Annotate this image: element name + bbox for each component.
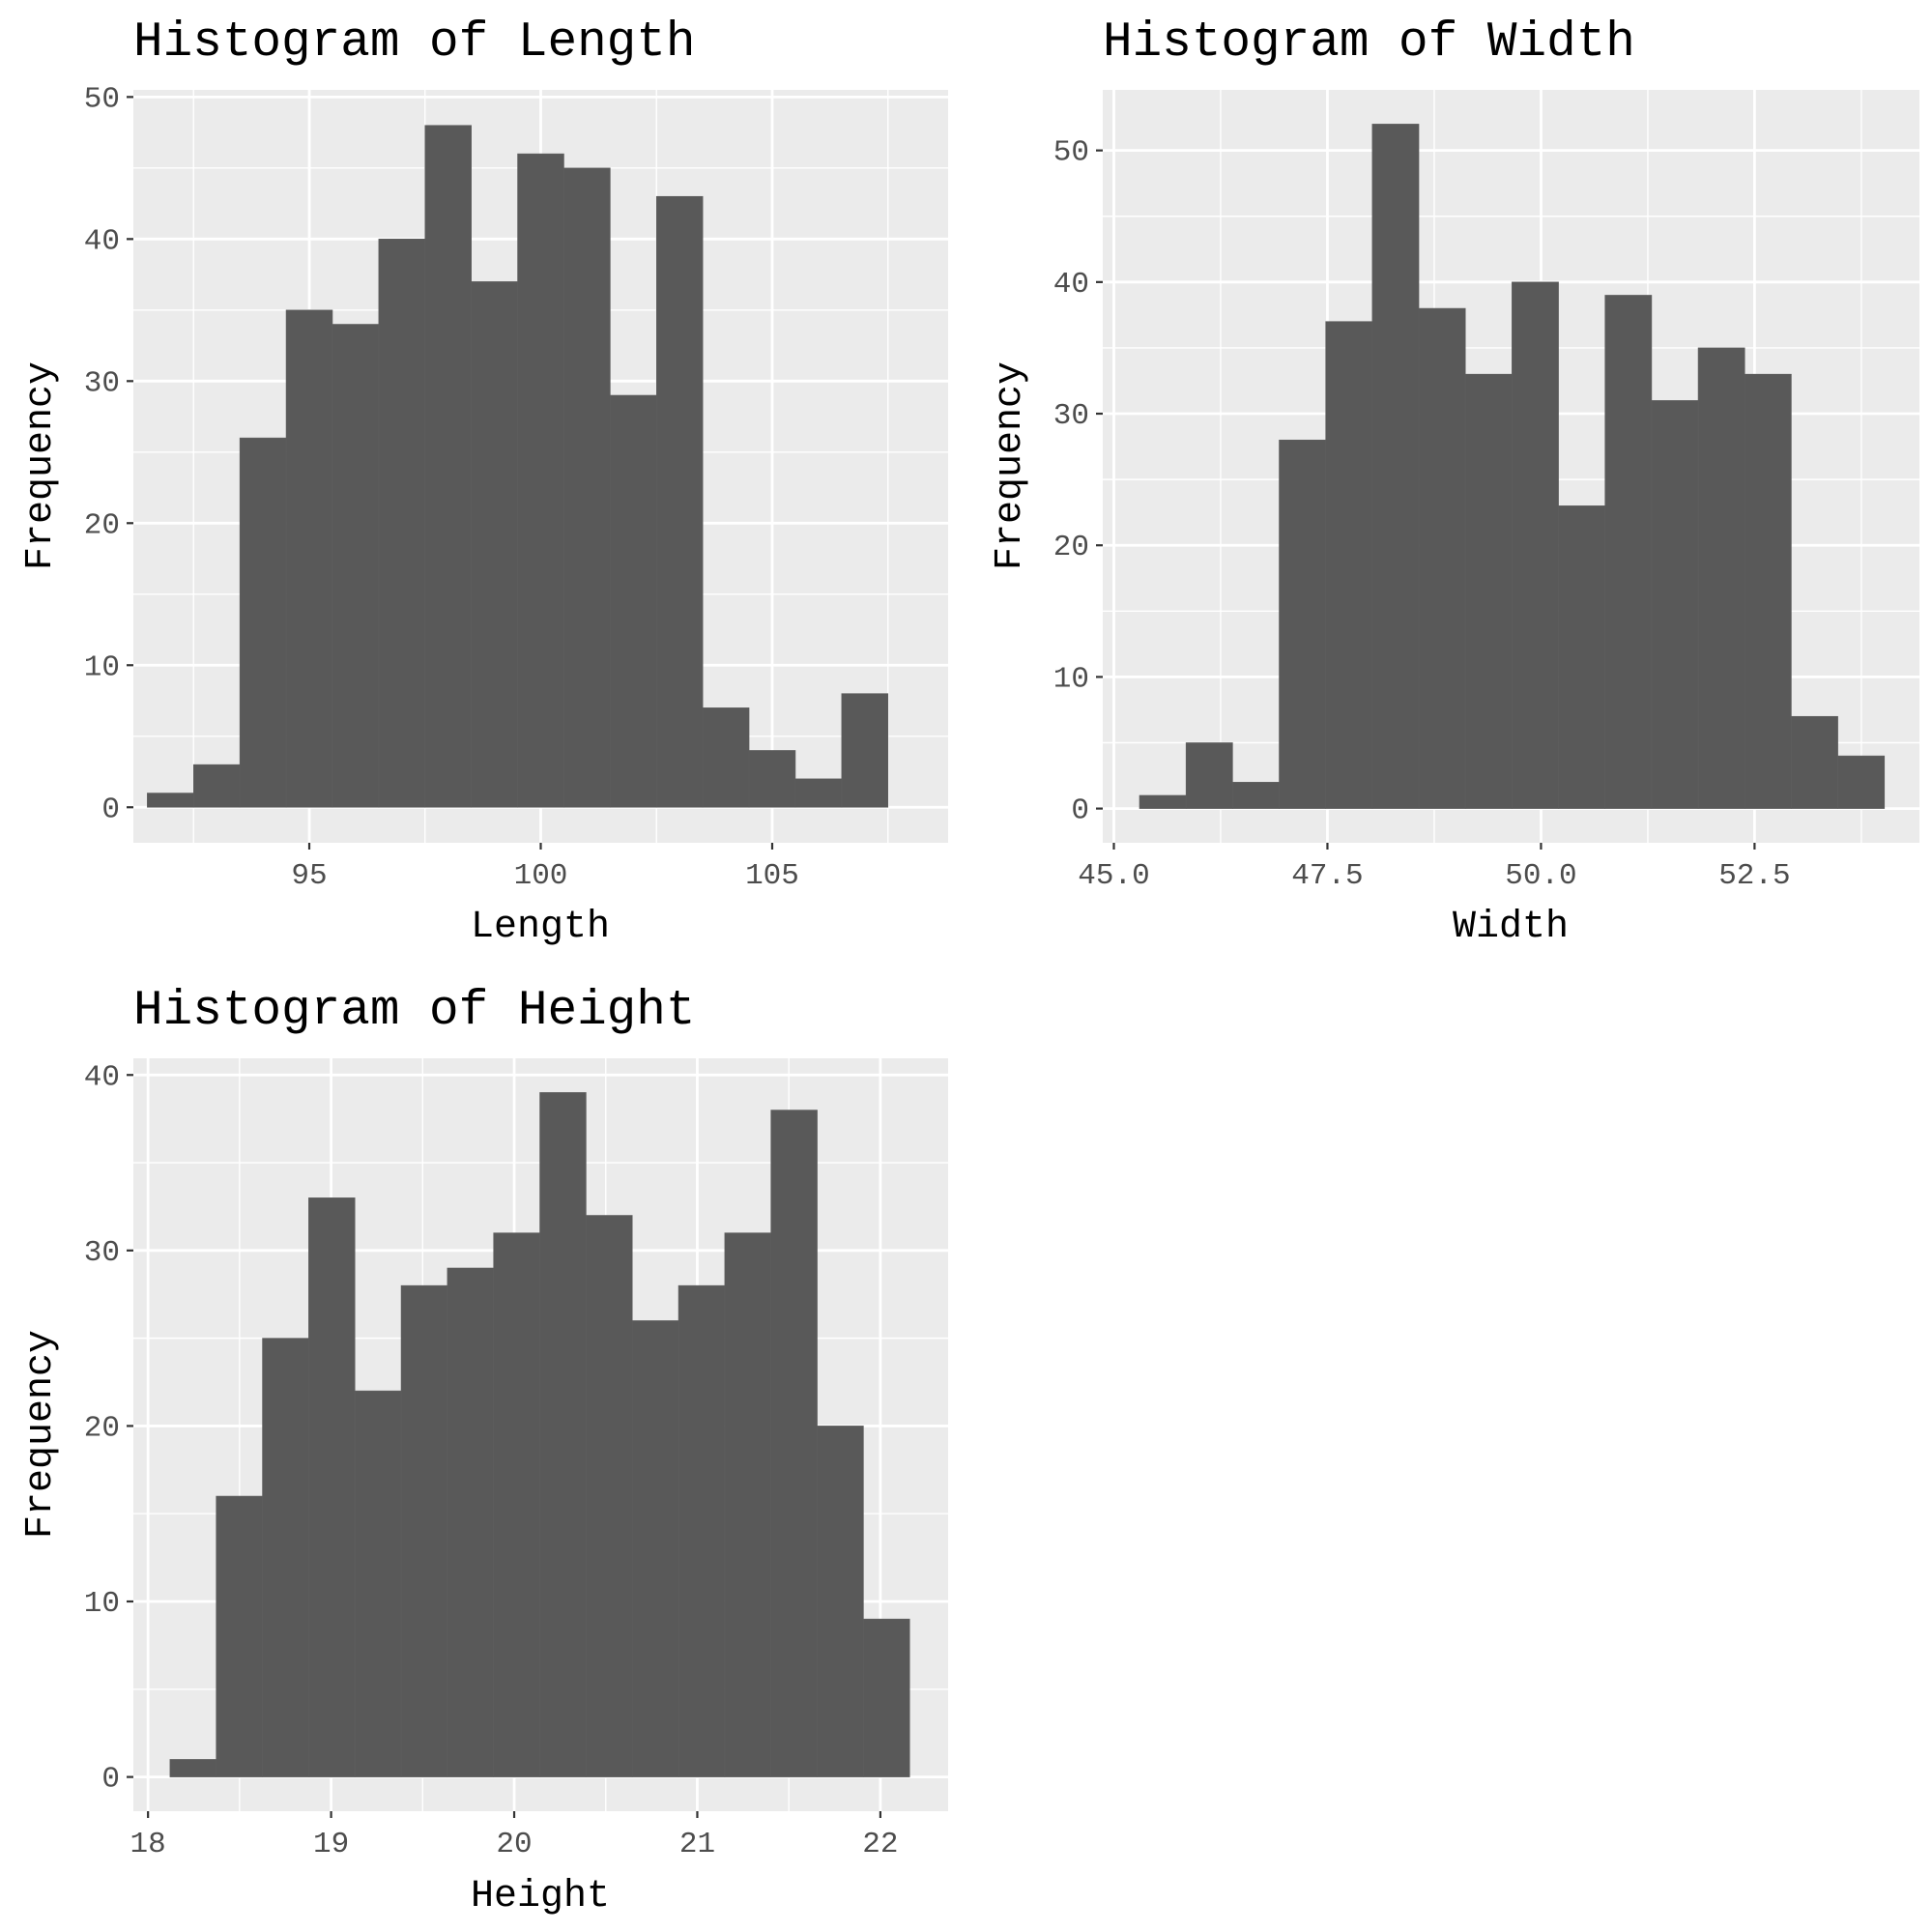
height-bar bbox=[770, 1110, 818, 1777]
width-x-tick-label: 47.5 bbox=[1291, 859, 1363, 893]
length-bars bbox=[147, 125, 889, 808]
height-x-axis-title: Height bbox=[471, 1875, 610, 1918]
length-chart-title: Histogram of Length bbox=[133, 15, 696, 71]
width-bar bbox=[1791, 715, 1838, 809]
length-x-tick-label: 100 bbox=[514, 859, 568, 893]
height-y-tick-label: 30 bbox=[84, 1236, 120, 1270]
height-bar bbox=[169, 1759, 217, 1777]
height-bar bbox=[354, 1390, 402, 1777]
height-bar bbox=[308, 1197, 356, 1777]
width-bar bbox=[1371, 124, 1420, 809]
width-bar bbox=[1232, 782, 1280, 809]
width-y-tick-label: 10 bbox=[1053, 662, 1089, 696]
height-y-tick-label: 20 bbox=[84, 1411, 120, 1445]
length-bar bbox=[332, 324, 380, 808]
width-bar bbox=[1418, 307, 1466, 809]
width-bar bbox=[1325, 321, 1373, 809]
height-bar bbox=[678, 1284, 726, 1777]
length-bar bbox=[748, 750, 796, 808]
width-chart-title: Histogram of Width bbox=[1103, 15, 1635, 71]
width-y-tick-label: 20 bbox=[1053, 531, 1089, 564]
length-bar bbox=[192, 764, 241, 808]
height-bar bbox=[262, 1338, 309, 1777]
height-bars bbox=[169, 1092, 910, 1777]
width-bar bbox=[1697, 347, 1745, 809]
length-axis-ticks: 95 100 105 0 10 20 30 40 50 bbox=[84, 82, 799, 893]
height-bar bbox=[586, 1215, 633, 1777]
length-bar bbox=[424, 125, 472, 808]
width-x-tick-label: 52.5 bbox=[1718, 859, 1790, 893]
width-bar bbox=[1185, 742, 1233, 809]
width-bar bbox=[1651, 400, 1699, 809]
length-bar bbox=[563, 167, 611, 808]
width-bar bbox=[1464, 373, 1513, 809]
height-y-tick-label: 40 bbox=[84, 1060, 120, 1094]
width-x-tick-label: 45.0 bbox=[1078, 859, 1149, 893]
height-bar bbox=[447, 1267, 495, 1777]
length-bar bbox=[610, 394, 657, 808]
length-y-tick-label: 0 bbox=[101, 793, 120, 826]
height-bar bbox=[724, 1232, 772, 1777]
height-bar bbox=[400, 1284, 448, 1777]
width-y-axis-title: Frequency bbox=[989, 361, 1032, 570]
height-y-tick-label: 0 bbox=[101, 1763, 120, 1797]
width-bar bbox=[1604, 295, 1653, 809]
height-y-tick-label: 10 bbox=[84, 1587, 120, 1621]
width-bar bbox=[1558, 505, 1606, 809]
length-bar bbox=[147, 793, 194, 808]
length-histogram: Histogram of Length 95 100 10501020304050 … bbox=[19, 15, 948, 949]
length-y-tick-label: 40 bbox=[84, 224, 120, 258]
width-histogram: Histogram of Width 45.0 47.5 50.0 52.5 0 10 20… bbox=[989, 15, 1919, 949]
height-axis-ticks: 18 19 20 21 22 0 10 20 30 40 bbox=[84, 1060, 899, 1861]
width-y-tick-label: 0 bbox=[1071, 794, 1089, 828]
length-x-tick-label: 95 bbox=[291, 859, 327, 893]
length-bar bbox=[517, 153, 564, 808]
length-bar bbox=[285, 309, 333, 808]
length-bar bbox=[655, 195, 704, 808]
height-x-tick-label: 18 bbox=[130, 1828, 166, 1861]
width-y-tick-label: 30 bbox=[1053, 399, 1089, 433]
length-bar bbox=[841, 693, 889, 808]
height-x-tick-label: 22 bbox=[862, 1828, 898, 1861]
height-bar bbox=[817, 1426, 864, 1777]
width-axis-ticks: 45.0 47.5 50.0 52.5 0 10 20 30 40 50 bbox=[1053, 136, 1791, 893]
height-bar bbox=[863, 1618, 910, 1777]
height-bar bbox=[539, 1092, 587, 1777]
length-x-axis-title: Length bbox=[471, 906, 610, 949]
height-bar bbox=[631, 1320, 679, 1777]
height-bar bbox=[216, 1495, 263, 1777]
length-bar bbox=[378, 239, 426, 808]
width-x-axis-title: Width bbox=[1453, 906, 1569, 949]
height-chart-title: Histogram of Height bbox=[133, 984, 696, 1039]
height-y-axis-title: Frequency bbox=[19, 1330, 63, 1539]
length-y-tick-label: 50 bbox=[84, 82, 120, 116]
length-y-tick-label: 30 bbox=[84, 366, 120, 400]
height-x-tick-label: 19 bbox=[313, 1828, 349, 1861]
length-x-tick-label: 105 bbox=[745, 859, 799, 893]
width-bar bbox=[1512, 281, 1559, 809]
height-x-tick-label: 20 bbox=[496, 1828, 532, 1861]
width-bar bbox=[1837, 755, 1886, 809]
width-y-tick-label: 50 bbox=[1053, 136, 1089, 170]
width-bar bbox=[1139, 794, 1187, 809]
width-bar bbox=[1279, 439, 1326, 809]
width-bars bbox=[1139, 124, 1886, 809]
height-histogram: Histogram of Height 18 19 20 21 22010203040 … bbox=[19, 984, 948, 1918]
width-x-tick-label: 50.0 bbox=[1505, 859, 1576, 893]
width-y-tick-label: 40 bbox=[1053, 268, 1089, 302]
height-x-tick-label: 21 bbox=[679, 1828, 715, 1861]
height-bar bbox=[493, 1232, 540, 1777]
length-y-tick-label: 20 bbox=[84, 508, 120, 542]
width-bar bbox=[1744, 373, 1792, 809]
length-bar bbox=[239, 437, 287, 808]
length-y-tick-label: 10 bbox=[84, 650, 120, 684]
length-bar bbox=[702, 707, 750, 808]
length-bar bbox=[471, 281, 518, 808]
length-bar bbox=[794, 778, 843, 808]
length-y-axis-title: Frequency bbox=[19, 361, 63, 570]
